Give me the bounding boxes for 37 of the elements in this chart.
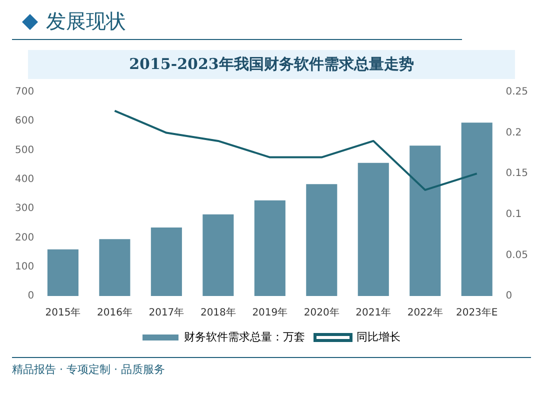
text: 精品报告 · 专项定制 · 品质服务 (12, 362, 166, 377)
y2-tick-label: 0.2 (506, 127, 522, 138)
bar (358, 162, 389, 296)
legend-label: 财务软件需求总量：万套 (184, 330, 305, 344)
bar (99, 239, 130, 296)
x-tick-label: 2021年 (356, 306, 392, 319)
bar (254, 200, 286, 296)
y2-tick-label: 0.1 (506, 208, 522, 220)
y2-tick-label: 0.25 (506, 86, 528, 98)
y-tick-label: 700 (14, 86, 34, 98)
y-tick-label: 200 (14, 232, 34, 244)
x-tick-label: 2020年 (304, 306, 340, 319)
y-tick-label: 0 (28, 290, 34, 302)
y-tick-label: 500 (14, 144, 34, 156)
chart-title: 2015-2023年我国财务软件需求总量走势 (28, 50, 515, 79)
bar (306, 184, 338, 296)
y-tick-label: 300 (14, 203, 34, 214)
bar (150, 228, 182, 296)
bar (202, 214, 234, 296)
y-tick-label: 100 (14, 261, 34, 272)
bar (410, 146, 441, 296)
bar (47, 249, 78, 296)
chart-subtitle: 发展现状 (46, 8, 126, 35)
x-tick-label: 2022年 (407, 306, 443, 319)
x-tick-label: 2023年E (456, 306, 498, 319)
x-tick-label: 2017年 (148, 306, 184, 319)
y2-tick-label: 0.05 (506, 250, 528, 261)
y2-tick-label: 0.15 (506, 168, 528, 180)
y-tick-label: 400 (14, 174, 34, 186)
y-tick-label: 600 (14, 116, 34, 127)
x-tick-label: 2019年 (252, 306, 288, 319)
x-tick-label: 2015年 (45, 306, 81, 319)
x-tick-label: 2016年 (96, 306, 132, 319)
legend-label: 同比增长 (356, 330, 400, 344)
y2-tick-label: 0 (506, 290, 512, 302)
bar (461, 122, 492, 296)
x-tick-label: 2018年 (200, 306, 236, 319)
